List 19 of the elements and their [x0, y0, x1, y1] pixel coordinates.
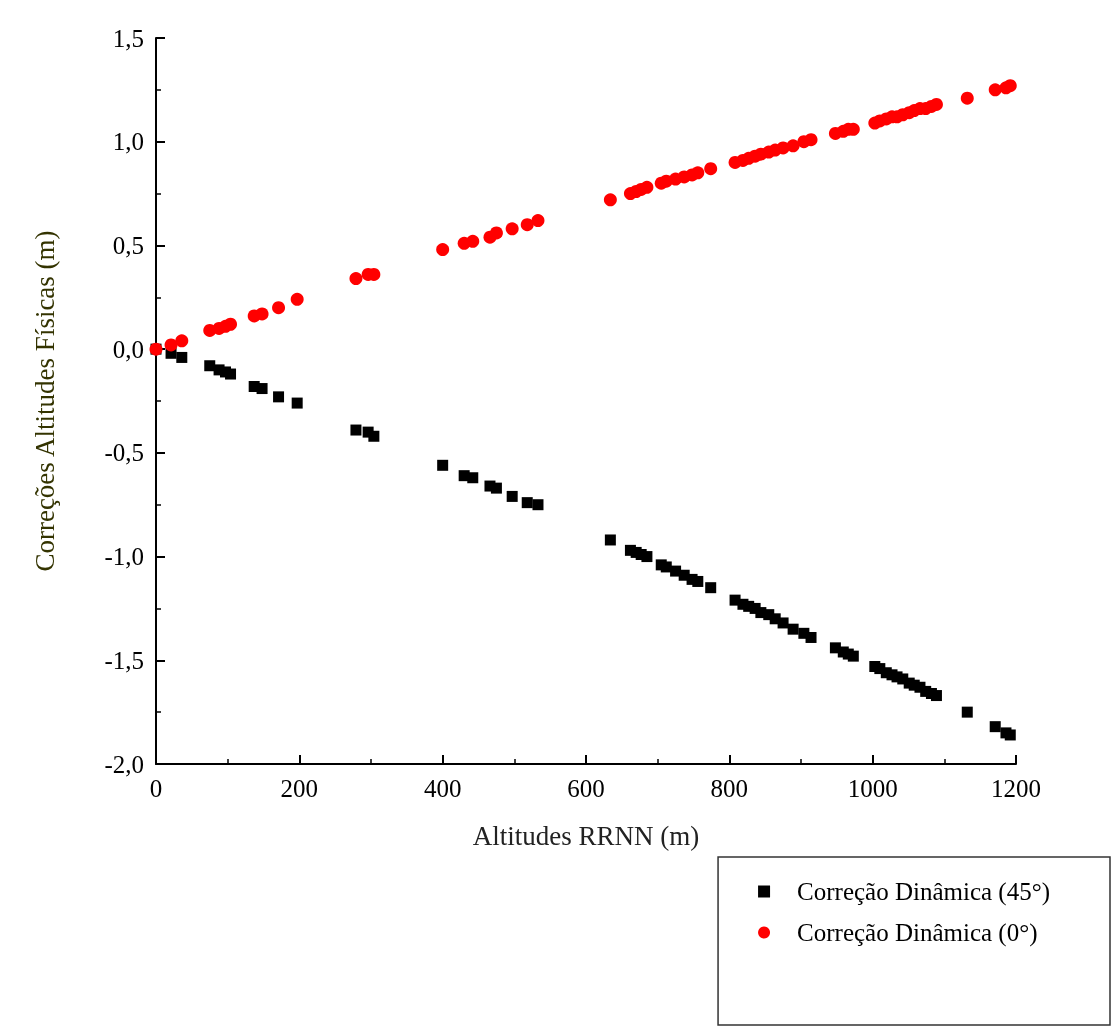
y-tick-label: 1,5 [112, 24, 144, 52]
x-tick-label: 1200 [991, 775, 1041, 802]
y-tick-label: 0,5 [112, 231, 144, 259]
y-tick-label: -1,5 [104, 646, 144, 674]
legend-label: Correção Dinâmica (45°) [797, 878, 1051, 906]
y-tick-label: 1,0 [112, 128, 144, 156]
y-tick-label: -0,5 [104, 439, 144, 467]
x-axis-title: Altitudes RRNN (m) [472, 820, 700, 851]
y-tick-label: -1,0 [104, 543, 144, 571]
y-tick-label: -2,0 [104, 750, 144, 778]
x-tick-label: 400 [423, 775, 462, 802]
y-tick-label: 0,0 [112, 335, 144, 363]
y-axis-title: Correções Altitudes Físicas (m) [29, 230, 60, 572]
x-tick-label: 600 [567, 775, 605, 802]
x-tick-label: 0 [149, 775, 163, 802]
legend-label: Correção Dinâmica (0°) [797, 919, 1038, 947]
x-tick-label: 1000 [847, 775, 898, 802]
x-tick-label: 800 [710, 775, 749, 802]
x-tick-label: 200 [280, 775, 319, 802]
